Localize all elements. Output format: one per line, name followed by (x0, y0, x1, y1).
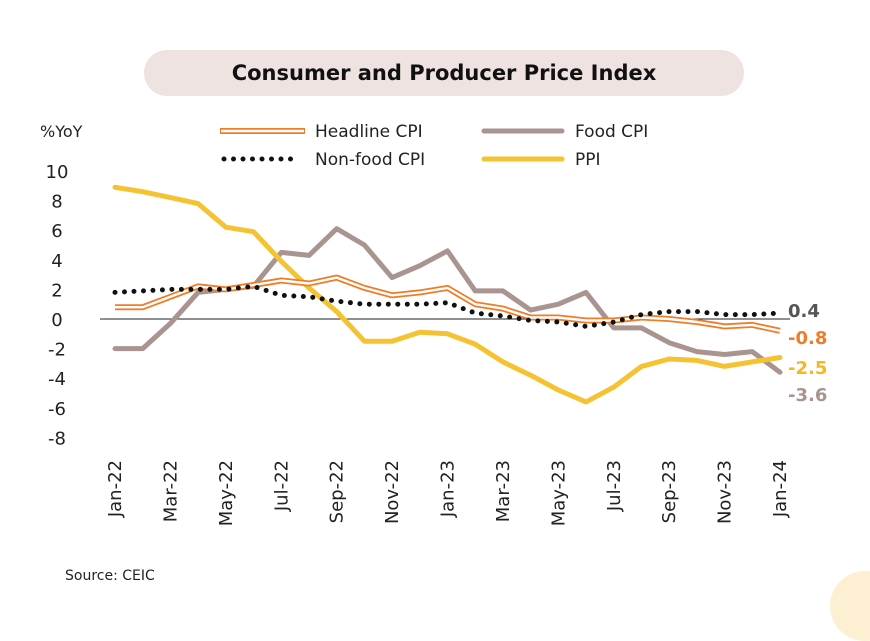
ppi-end-label: -2.5 (788, 358, 827, 379)
legend: Headline CPI Food CPI Non-food CPI PPI (220, 122, 648, 170)
x-tick-label: Jul-22 (271, 460, 292, 512)
y-tick-label: 6 (51, 221, 62, 242)
headline-cpi-end-label: -0.8 (788, 328, 827, 349)
y-tick-label: -4 (48, 369, 66, 390)
y-tick-label: 0 (51, 310, 62, 331)
legend-ppi-label: PPI (575, 150, 601, 170)
x-tick-label: Jan-24 (770, 460, 791, 518)
x-tick-label: Nov-22 (382, 460, 403, 524)
x-tick-label: Jul-23 (604, 460, 625, 512)
chart-title: Consumer and Producer Price Index (231, 61, 657, 85)
x-tick-label: Sep-22 (327, 460, 348, 523)
ppi-line (112, 184, 783, 405)
legend-non-food-cpi-label: Non-food CPI (315, 150, 425, 170)
x-tick-label: Mar-23 (493, 460, 514, 522)
x-tick-label: May-22 (216, 460, 237, 526)
y-tick-label: 10 (46, 162, 69, 183)
x-axis: Jan-22 Mar-22 May-22 Jul-22 Sep-22 Nov-22 Jan-… (105, 460, 791, 526)
food-cpi-line (112, 226, 783, 375)
x-tick-label: May-23 (548, 460, 569, 526)
plot-area (112, 184, 783, 405)
y-tick-label: -6 (48, 399, 66, 420)
food-cpi-end-label: -3.6 (788, 385, 827, 406)
legend-food-cpi-label: Food CPI (575, 122, 648, 142)
x-tick-label: Nov-23 (715, 460, 736, 524)
non-food-cpi-line (112, 283, 783, 329)
legend-headline-cpi-label: Headline CPI (315, 122, 423, 142)
headline-cpi-line-inner (115, 276, 781, 332)
y-tick-label: 2 (51, 280, 62, 301)
y-tick-label: 4 (51, 251, 62, 272)
non-food-cpi-end-label: 0.4 (788, 301, 820, 322)
y-axis-label: %YoY (40, 122, 83, 141)
y-tick-label: 8 (51, 192, 62, 213)
x-tick-label: Mar-22 (160, 460, 181, 522)
title-pill: Consumer and Producer Price Index (144, 50, 744, 96)
chart-canvas: %YoY Headline CPI Food CPI Non-food CPI PPI… (40, 122, 827, 526)
end-labels: -0.8 -3.6 0.4 -2.5 (788, 301, 827, 406)
source-note: Source: CEIC (65, 568, 155, 584)
x-tick-label: Jan-22 (105, 460, 126, 518)
x-tick-label: Sep-23 (659, 460, 680, 523)
y-tick-label: -2 (48, 340, 66, 361)
x-tick-label: Jan-23 (438, 460, 459, 518)
y-tick-label: -8 (48, 428, 66, 449)
headline-cpi-line (115, 274, 781, 334)
